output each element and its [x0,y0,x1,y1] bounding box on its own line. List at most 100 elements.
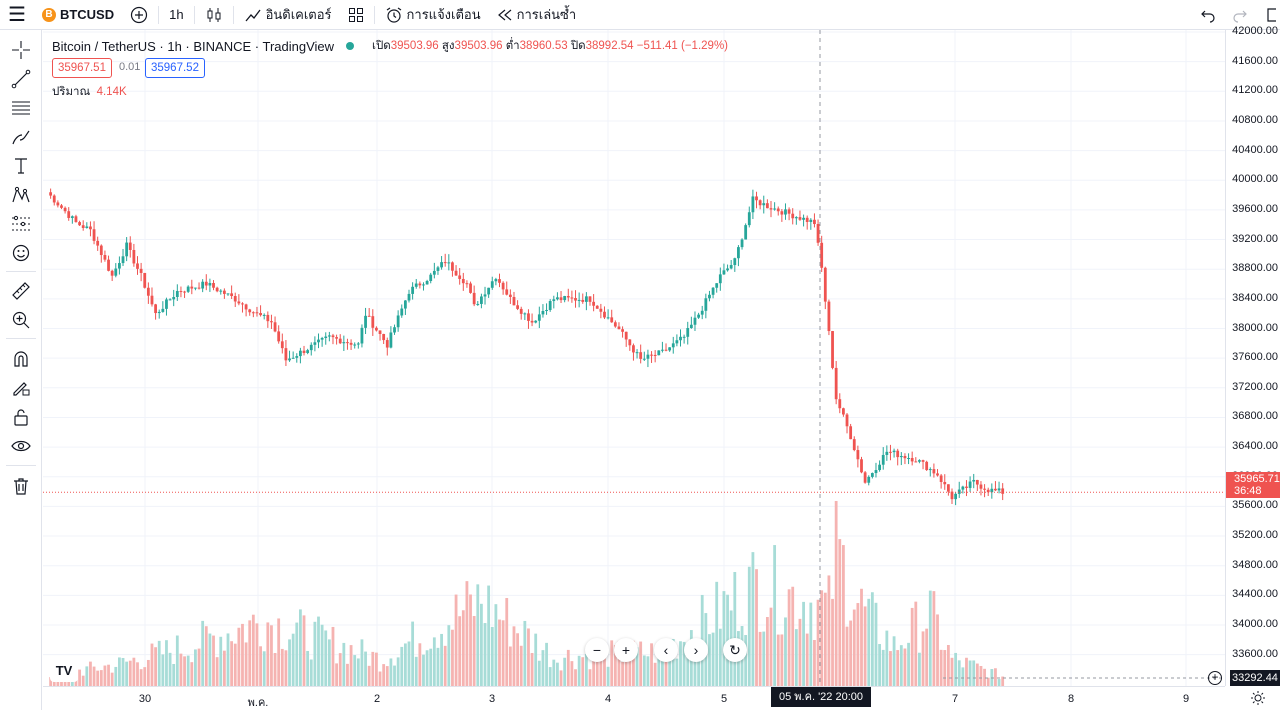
volume-bar [534,633,538,686]
replay-button[interactable]: การเล่นซ้ำ [489,0,585,30]
time-axis[interactable]: 30 พ.ค. 2 3 4 5 7 8 9 [43,686,1225,710]
buy-button[interactable]: 35967.52 [145,58,205,78]
scroll-right-button[interactable]: › [684,638,708,662]
lock-drawing-tool[interactable] [9,376,33,400]
volume-bar [212,635,215,686]
candle-body [661,349,664,351]
candle-body [838,399,842,409]
candle-body [617,326,621,330]
candle-body [914,461,918,463]
redo-button[interactable] [1224,0,1256,30]
volume-bar [758,631,762,686]
redo-icon [1233,10,1247,23]
candle-body [635,352,639,354]
tradingview-logo[interactable]: TV [50,658,78,682]
crosshair-tool[interactable] [9,38,33,62]
scroll-left-button[interactable]: ‹ [654,638,678,662]
candle-body [342,342,346,344]
candle-body [762,203,766,206]
ruler-icon [12,282,30,300]
replay-label: การเล่นซ้ำ [516,7,577,22]
brush-tool[interactable] [9,125,33,149]
volume-bar [646,656,650,686]
current-price: 35965.71 [1234,473,1280,485]
remove-drawings-tool[interactable] [9,474,33,498]
fullscreen-button[interactable] [1256,0,1280,30]
price-tick: 38000.00 [1232,321,1278,334]
candle-body [776,208,780,212]
layouts-button[interactable] [340,0,372,30]
volume-bar [823,592,827,686]
magnet-tool[interactable] [9,347,33,371]
alerts-button[interactable]: การแจ้งเตือน [377,0,489,30]
visibility-tool[interactable] [9,434,33,458]
menu-button[interactable]: ☰ [0,0,34,30]
trendline-tool[interactable] [9,67,33,91]
candle-body [780,211,784,215]
symbol-search-button[interactable]: B BTCUSD [34,0,122,30]
measure-tool[interactable] [9,279,33,303]
volume-bar [653,662,657,686]
compare-button[interactable] [122,0,156,30]
undo-button[interactable] [1192,0,1224,30]
candle-body [852,439,856,451]
volume-bar [791,586,795,686]
candle-body [219,290,223,292]
pattern-tool[interactable] [9,183,33,207]
volume-bar [910,607,914,686]
volume-bar [574,669,577,686]
volume-bar [903,648,907,686]
volume-bar [776,634,780,686]
candle-body [530,320,534,323]
candle-body [747,212,751,226]
fib-tool[interactable] [9,96,33,120]
volume-bar [881,649,885,686]
volume-bar [259,646,262,686]
candle-body [465,283,469,285]
candle-body [125,242,129,257]
volume-bar [277,618,281,686]
candle-body [921,460,925,462]
chart-type-button[interactable] [197,0,231,30]
candle-body [498,279,501,283]
candle-body [136,263,139,269]
volume-bar [204,626,208,686]
zoom-out-button[interactable]: − [585,638,609,662]
symbol-title[interactable]: Bitcoin / TetherUS · 1h · BINANCE · Trad… [52,38,335,54]
candle-body [237,301,241,304]
interval-button[interactable]: 1h [161,0,191,30]
close-label: ปิด [570,40,586,52]
reset-chart-button[interactable]: ↻ [723,638,747,662]
candle-body [436,267,440,271]
lock-tool[interactable] [9,405,33,429]
chart-settings-button[interactable] [1250,690,1266,711]
sell-button[interactable]: 35967.51 [52,58,112,78]
candle-body [320,337,324,340]
zoom-tool[interactable] [9,308,33,332]
price-tick: 37200.00 [1232,380,1278,393]
prediction-tool[interactable] [9,212,33,236]
candle-body [870,473,874,477]
interval-label: 1h [169,7,184,22]
icons-tool[interactable] [9,241,33,265]
volume-bar [288,639,291,686]
volume-bar [186,655,190,686]
candle-body [241,303,244,305]
candle-body [968,481,972,488]
volume-bar [831,598,834,686]
volume-bar [385,666,389,686]
add-plus-button[interactable]: + [1208,671,1222,685]
text-tool[interactable] [9,154,33,178]
candle-body [668,347,672,351]
indicators-button[interactable]: อินดิเคเตอร์ [236,0,340,30]
price-axis[interactable]: 42000.00 41600.00 41200.00 40800.00 40400.00… [1225,25,1280,686]
volume-bar [230,641,234,686]
volume-bar [664,646,668,686]
zoom-in-button[interactable]: + [614,638,638,662]
chart-pane[interactable] [43,30,1225,686]
volume-bar [603,646,606,686]
close-value: 38992.54 [585,40,634,52]
candle-body [751,196,755,213]
price-chart[interactable] [43,30,1225,686]
volume-bar [682,641,686,686]
